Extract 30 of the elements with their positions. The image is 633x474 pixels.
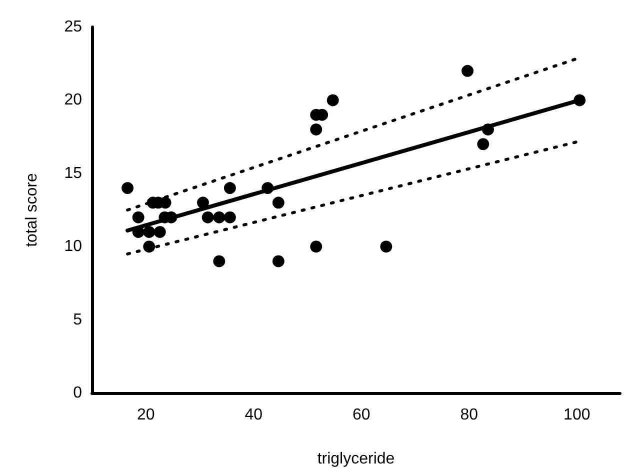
y-tick-label: 10 bbox=[64, 238, 82, 256]
x-tick-label: 100 bbox=[564, 406, 590, 424]
point bbox=[224, 182, 236, 194]
x-tick-label: 60 bbox=[352, 406, 370, 424]
point bbox=[202, 211, 214, 224]
point bbox=[213, 211, 226, 224]
y-tick-label: 5 bbox=[73, 311, 82, 328]
point bbox=[272, 255, 284, 268]
point bbox=[224, 211, 236, 224]
point bbox=[310, 240, 322, 253]
point bbox=[310, 123, 322, 136]
point bbox=[143, 226, 156, 238]
y-tick-label: 0 bbox=[73, 384, 82, 402]
point bbox=[326, 94, 339, 106]
point bbox=[380, 240, 392, 253]
point bbox=[213, 255, 226, 268]
x-axis-title: triglyceride bbox=[317, 450, 395, 468]
point bbox=[272, 196, 284, 209]
x-tick-label: 20 bbox=[136, 406, 155, 424]
point bbox=[477, 138, 490, 150]
x-tick-label: 80 bbox=[460, 406, 478, 424]
point bbox=[122, 182, 134, 194]
y-tick-label: 25 bbox=[64, 18, 82, 36]
x-tick-label: 40 bbox=[244, 406, 263, 424]
point bbox=[132, 211, 144, 224]
point bbox=[154, 226, 166, 238]
y-tick-label: 15 bbox=[64, 164, 82, 182]
y-tick-label: 20 bbox=[64, 92, 82, 109]
y-axis-title: total score bbox=[24, 172, 40, 247]
point bbox=[462, 64, 474, 77]
